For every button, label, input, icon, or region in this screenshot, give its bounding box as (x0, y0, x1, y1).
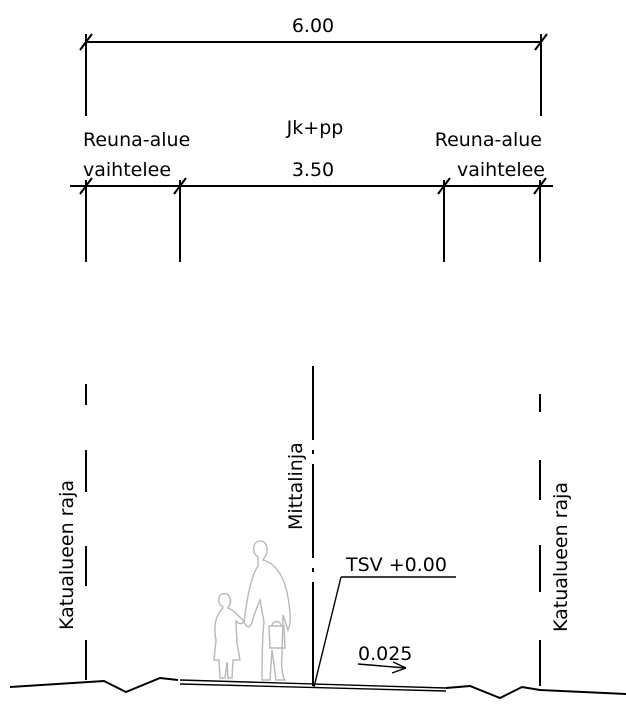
ground-profile (9, 676, 626, 700)
path-dim-tick-2 (173, 177, 187, 195)
boundary-label-right: Katualueen raja (550, 482, 572, 632)
edge-left-line1: Reuna-alue (83, 129, 190, 151)
path-width-label: 3.50 (292, 159, 334, 181)
measure-line-label: Mittalinja (285, 442, 307, 530)
child-figure (213, 592, 245, 679)
level-label: TSV +0.00 (345, 554, 447, 576)
total-dim-tick-right (534, 33, 548, 51)
adult-figure (243, 540, 291, 681)
level-leader (313, 576, 456, 688)
people-silhouette (213, 540, 291, 681)
edge-right-line1: Reuna-alue (435, 129, 542, 151)
path-width-dimension: Reuna-alue vaihtelee Jk+pp 3.50 Reuna-al… (70, 117, 553, 262)
slope-label: 0.025 (358, 643, 412, 665)
total-dim-tick-left (79, 33, 93, 51)
path-type-label: Jk+pp (286, 117, 344, 139)
bag-figure (268, 620, 286, 649)
path-dim-tick-1 (79, 177, 93, 195)
boundary-label-left: Katualueen raja (56, 480, 78, 630)
edge-right-line2: vaihtelee (457, 159, 545, 181)
path-dim-tick-4 (533, 177, 547, 195)
total-width-dimension: 6.00 (79, 15, 548, 116)
path-dim-tick-3 (437, 177, 451, 195)
edge-left-line2: vaihtelee (83, 159, 171, 181)
total-width-label: 6.00 (292, 15, 334, 37)
slope-arrow (357, 661, 407, 674)
